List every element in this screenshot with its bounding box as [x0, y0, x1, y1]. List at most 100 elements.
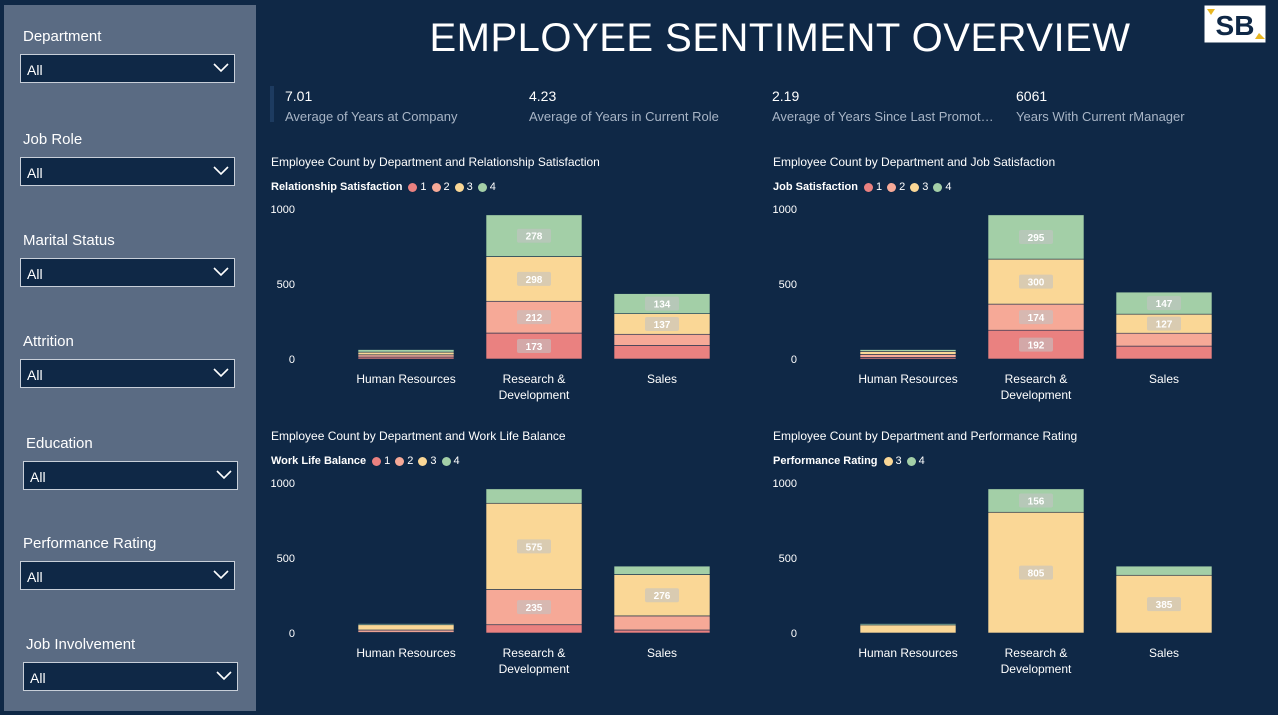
data-label-box	[1019, 337, 1053, 352]
kpi-card: 4.23 Average of Years in Current Role	[529, 88, 759, 124]
x-tick-label: Sales	[1149, 646, 1179, 660]
x-tick-label: Research & Development	[1001, 646, 1072, 676]
legend-label: 2	[443, 181, 450, 193]
x-tick-label: Human Resources	[858, 372, 957, 386]
data-label: 173	[526, 342, 543, 353]
job-role-dropdown[interactable]: All	[20, 157, 235, 186]
legend-item[interactable]: 4	[477, 181, 496, 193]
legend-dot-icon	[933, 182, 943, 192]
kpi-card: 6061 Years With Current rManager	[1016, 88, 1256, 124]
chart-title: Employee Count by Department and Job Sat…	[773, 155, 1056, 169]
bar-segment[interactable]	[613, 345, 711, 360]
x-tick-label: Human Resources	[356, 372, 455, 386]
bar-segment[interactable]	[859, 354, 957, 358]
legend-item[interactable]: 3	[418, 455, 437, 467]
marital-status-dropdown[interactable]: All	[20, 258, 235, 287]
y-tick-label: 500	[779, 553, 797, 565]
legend-item[interactable]: 2	[431, 181, 450, 193]
bar-segment[interactable]	[613, 565, 711, 575]
legend-item[interactable]: 3	[883, 455, 902, 467]
filter-label: Attrition	[23, 333, 74, 350]
x-tick-label: Sales	[647, 646, 677, 660]
bar-segment[interactable]	[1115, 345, 1213, 360]
bar-segment[interactable]	[859, 351, 957, 355]
y-tick-label: 0	[289, 354, 295, 366]
legend-label: 4	[945, 181, 952, 193]
legend-dot-icon	[408, 182, 418, 192]
bar-segment[interactable]	[357, 629, 455, 633]
chart-legend: Job Satisfaction 1 2 3 4	[773, 181, 956, 193]
y-tick-label: 500	[277, 553, 295, 565]
data-label: 278	[526, 232, 543, 243]
education-dropdown[interactable]: All	[23, 461, 238, 490]
chart-legend: Performance Rating 3 4	[773, 455, 930, 467]
legend-item[interactable]: 2	[887, 181, 905, 193]
data-label: 276	[654, 591, 671, 602]
x-tick-label: Human Resources	[356, 646, 455, 660]
data-label-box	[517, 539, 551, 554]
y-tick-label: 0	[289, 628, 295, 640]
legend-item[interactable]: 1	[408, 181, 427, 193]
legend-title: Relationship Satisfaction	[271, 181, 403, 193]
attrition-dropdown[interactable]: All	[20, 359, 235, 388]
legend-dot-icon	[431, 182, 441, 192]
legend-item[interactable]: 3	[910, 181, 928, 193]
filter-performance-rating: Performance Rating All	[20, 535, 235, 590]
job-involvement-dropdown[interactable]: All	[23, 662, 238, 691]
bar-segment[interactable]	[859, 349, 957, 352]
bar-segment[interactable]	[357, 624, 455, 631]
data-label: 134	[654, 300, 671, 311]
kpi-label: Years With Current rManager	[1016, 109, 1185, 124]
legend-label: 4	[489, 181, 496, 193]
bar-segment[interactable]	[485, 624, 583, 634]
performance-rating-dropdown[interactable]: All	[20, 561, 235, 590]
chart-plot: 0 500 1000 Human Resources 192 174 300 295 Resea…	[773, 204, 1213, 402]
legend-item[interactable]: 4	[933, 181, 951, 193]
bar-segment[interactable]	[357, 623, 455, 626]
data-label-box	[1019, 229, 1053, 244]
legend-item[interactable]: 3	[454, 181, 473, 193]
bar-segment[interactable]	[1115, 332, 1213, 347]
dropdown-value: All	[27, 266, 43, 282]
legend-label: 4	[918, 455, 925, 467]
data-label: 298	[526, 275, 543, 286]
legend-item[interactable]: 4	[906, 455, 925, 467]
filter-label: Job Role	[23, 131, 83, 148]
bar-segment[interactable]	[357, 351, 455, 356]
data-label: 137	[654, 320, 671, 331]
kpi-card: 7.01 Average of Years at Company	[285, 88, 515, 124]
bar-segment[interactable]	[357, 354, 455, 358]
bar-segment[interactable]	[613, 333, 711, 346]
legend-dot-icon	[910, 182, 920, 192]
bar-segment[interactable]	[613, 629, 711, 634]
y-tick-label: 1000	[271, 204, 295, 216]
chart-plot: 0 500 1000 Human Resources 805 156 Research & D…	[773, 478, 1213, 676]
legend-label: 1	[384, 455, 391, 467]
legend-dot-icon	[441, 456, 451, 466]
bar-segment[interactable]	[613, 615, 711, 631]
x-tick-label: Sales	[647, 372, 677, 386]
legend-label: 2	[899, 181, 906, 193]
department-dropdown[interactable]: All	[20, 54, 235, 83]
legend-item[interactable]: 4	[441, 455, 460, 467]
data-label-box	[517, 228, 551, 243]
bar-segment[interactable]	[859, 623, 957, 626]
chevron-down-icon	[213, 166, 229, 176]
kpi-value: 2.19	[772, 88, 800, 104]
legend-item[interactable]: 1	[372, 455, 390, 467]
bar-segment[interactable]	[357, 349, 455, 353]
data-label: 156	[1028, 497, 1045, 508]
bar-segment[interactable]	[485, 488, 583, 504]
chevron-down-icon	[213, 570, 229, 580]
kpi-value: 6061	[1016, 88, 1048, 104]
bar-segment[interactable]	[859, 624, 957, 634]
dropdown-value: All	[27, 62, 43, 78]
filter-attrition: Attrition All	[20, 333, 235, 388]
kpi-card: 2.19 Average of Years Since Last Promoti…	[772, 88, 994, 124]
logo-text: SB	[1216, 10, 1255, 41]
chart-title: Employee Count by Department and Work Li…	[271, 429, 566, 443]
legend-item[interactable]: 1	[863, 181, 882, 193]
bar-segment[interactable]	[1115, 565, 1213, 576]
filter-label: Performance Rating	[23, 535, 157, 552]
legend-item[interactable]: 2	[395, 455, 413, 467]
